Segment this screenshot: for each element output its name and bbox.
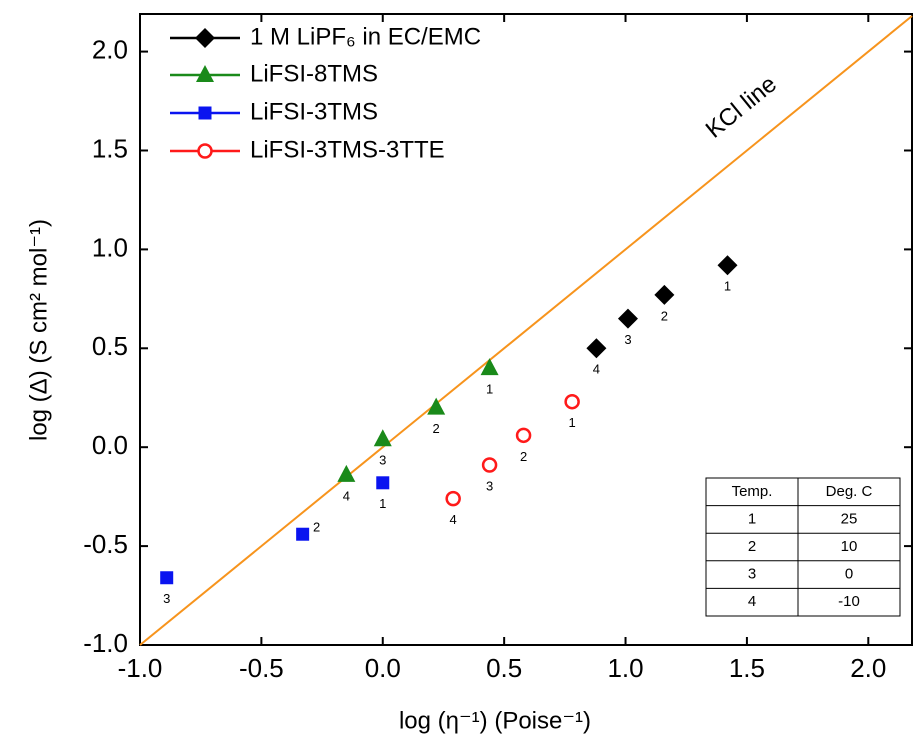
legend-label: LiFSI-8TMS [250, 60, 378, 87]
legend-marker [197, 143, 213, 159]
point-label: 3 [486, 478, 493, 493]
data-point [337, 464, 356, 482]
data-point [296, 527, 310, 541]
point-label: 4 [450, 512, 457, 527]
data-point [564, 393, 580, 410]
x-axis-title: log (η⁻¹) (Poise⁻¹) [399, 707, 591, 734]
x-tick-label: 0.0 [365, 653, 401, 683]
table-cell: 3 [748, 566, 756, 583]
point-label: 2 [661, 308, 668, 323]
point-label: 2 [433, 421, 440, 436]
point-label: 1 [379, 496, 386, 511]
point-label: 2 [313, 520, 320, 535]
table-header: Deg. C [826, 483, 873, 500]
table-header: Temp. [732, 483, 773, 500]
x-tick-label: -0.5 [239, 653, 284, 683]
kcl-line [139, 15, 913, 646]
x-tick-label: 0.5 [486, 653, 522, 683]
point-label: 1 [486, 382, 493, 397]
y-tick-label: 0.5 [92, 331, 128, 361]
data-point [160, 571, 174, 585]
legend-marker [195, 28, 215, 48]
y-tick-label: -0.5 [83, 529, 128, 559]
y-tick-label: 1.5 [92, 133, 128, 163]
legend-marker [196, 65, 214, 82]
table-cell: 4 [748, 593, 756, 610]
data-point [515, 427, 532, 444]
point-label: 2 [520, 449, 527, 464]
plot-frame [139, 13, 913, 646]
data-point [617, 308, 638, 329]
point-label: 3 [163, 591, 170, 606]
legend-label: LiFSI-3TMS [250, 98, 378, 125]
data-point [427, 397, 446, 415]
x-tick-label: 2.0 [850, 653, 886, 683]
point-label: 4 [593, 362, 600, 377]
x-tick-label: 1.0 [607, 653, 643, 683]
y-tick-label: 2.0 [92, 34, 128, 64]
x-tick-label: 1.5 [729, 653, 765, 683]
data-point [376, 476, 390, 490]
table-cell: 2 [748, 538, 756, 555]
legend-label: 1 M LiPF₆ in EC/EMC [250, 23, 481, 50]
table-frame [705, 477, 901, 617]
table-cell: 25 [841, 510, 858, 527]
data-point [373, 429, 392, 447]
point-label: 3 [624, 332, 631, 347]
legend-marker [198, 106, 212, 120]
table-cell: -10 [838, 593, 860, 610]
y-tick-label: 0.0 [92, 430, 128, 460]
table-cell: 0 [845, 566, 853, 583]
y-axis-title: log (Δ) (S cm² mol⁻¹) [25, 219, 52, 441]
point-label: 1 [724, 279, 731, 294]
table-cell: 10 [841, 538, 858, 555]
data-point [445, 490, 461, 507]
point-label: 1 [569, 415, 576, 430]
table-cell: 1 [748, 510, 756, 527]
x-tick-label: -1.0 [118, 653, 163, 683]
data-point [480, 358, 499, 376]
point-label: 4 [343, 488, 350, 503]
legend-label: LiFSI-3TMS-3TTE [250, 136, 445, 163]
y-tick-label: 1.0 [92, 232, 128, 262]
data-point [717, 255, 738, 276]
point-label: 3 [379, 453, 386, 468]
data-point [654, 284, 675, 305]
y-tick-label: -1.0 [83, 628, 128, 658]
data-point [481, 457, 498, 473]
data-point [586, 338, 607, 359]
